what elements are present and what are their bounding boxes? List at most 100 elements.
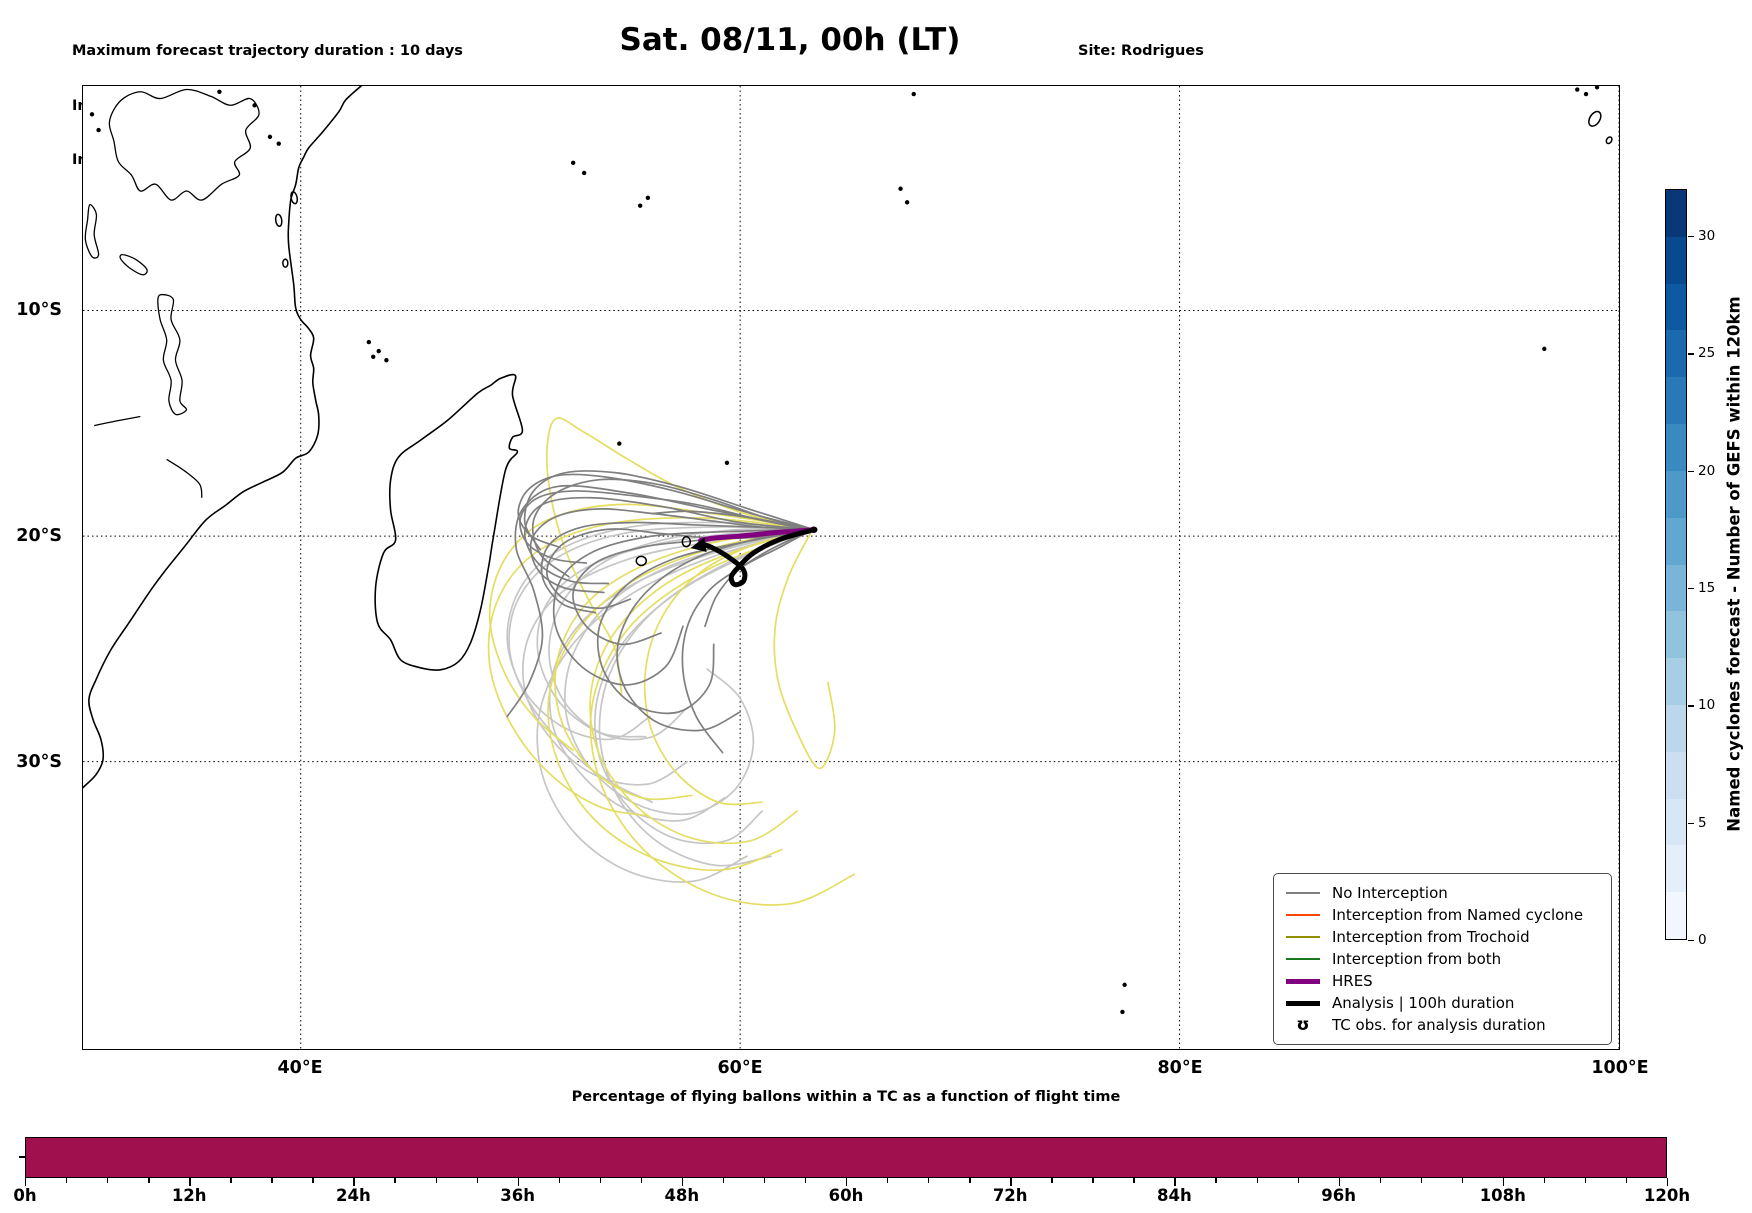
river-line (94, 415, 141, 427)
bottom-x-tick (1297, 1178, 1299, 1183)
trajectory-no-interception-faded (536, 528, 814, 883)
trajectory-no-interception-faded (548, 527, 814, 738)
line-swatch-icon (1286, 978, 1320, 984)
colorbar-segment (1666, 564, 1686, 612)
colorbar-label: Named cyclones forecast - Number of GEFS… (1724, 296, 1744, 832)
colorbar-segment (1666, 517, 1686, 565)
small-island-speck (366, 339, 372, 345)
colorbar-tick-label: 25 (1698, 345, 1716, 362)
hres-track (698, 527, 817, 544)
colorbar-segment (1666, 892, 1686, 939)
island-zanzibar (274, 213, 283, 228)
bottom-x-tick (681, 1178, 684, 1186)
trajectory-no-interception-faded (506, 521, 814, 741)
tc-observation-marker (690, 536, 707, 552)
colorbar-segment (1666, 236, 1686, 284)
colorbar-tick-label: 0 (1698, 932, 1707, 948)
line-swatch-icon (1286, 958, 1320, 960)
legend-line-swatch (1286, 958, 1320, 960)
bottom-x-tick-label: 120h (1643, 1186, 1691, 1205)
colorbar (1665, 189, 1687, 940)
bottom-x-tick (1584, 1178, 1587, 1183)
bottom-x-tick (435, 1178, 437, 1183)
small-island-speck (371, 354, 376, 359)
colorbar-segment (1666, 283, 1686, 331)
bottom-x-tick-label: 108h (1479, 1186, 1526, 1205)
legend-item-label: No Interception (1332, 884, 1448, 902)
colorbar-tick (1688, 587, 1694, 590)
island-pemba (290, 191, 299, 205)
colorbar-segment (1666, 845, 1686, 893)
river-line (166, 458, 203, 498)
legend-row: ʊ TC obs. for analysis duration (1286, 1015, 1599, 1036)
island-reunion (635, 555, 648, 567)
bottom-x-tick (189, 1178, 191, 1186)
bottom-x-tick (887, 1178, 889, 1183)
trajectory-no-interception (523, 470, 814, 551)
trajectory-trochoid-interception (487, 517, 814, 817)
small-island-speck (581, 170, 587, 176)
bottom-x-tick (640, 1178, 643, 1183)
legend-row: Interception from Named cyclone (1286, 905, 1599, 926)
bottom-x-tick-label: 36h (500, 1186, 535, 1205)
small-island-speck (1594, 86, 1600, 90)
bottom-x-tick (107, 1178, 109, 1183)
small-island-speck (89, 112, 95, 117)
madagascar-coastline (374, 373, 524, 671)
trajectory-no-interception (596, 528, 814, 715)
info-site: Site: Rodrigues (1078, 43, 1204, 60)
bottom-x-tick (1379, 1178, 1382, 1183)
africa-coastline (83, 86, 363, 789)
bottom-x-tick (230, 1178, 232, 1183)
small-island-speck (570, 160, 576, 166)
colorbar-segment (1666, 190, 1686, 237)
small-island-speck (276, 141, 281, 146)
trajectory-no-interception-faded (536, 528, 814, 741)
bottom-x-tick (1667, 1178, 1669, 1186)
colorbar-tick-label: 10 (1698, 697, 1716, 714)
bottom-x-tick (1133, 1178, 1135, 1183)
small-island-speck (252, 103, 257, 108)
small-island-speck (911, 91, 916, 97)
x-tick-label: 40°E (277, 1058, 323, 1078)
legend-row: No Interception (1286, 883, 1599, 904)
trajectory-no-interception (616, 528, 814, 732)
trajectory-no-interception (540, 521, 814, 614)
legend-row: Interception from both (1286, 949, 1599, 970)
x-tick-label: 80°E (1157, 1058, 1203, 1078)
legend-item-label: HRES (1332, 972, 1373, 990)
legend-item-label: Analysis | 100h duration (1332, 994, 1515, 1012)
trajectory-no-interception (523, 496, 814, 585)
legend-line-swatch (1286, 1000, 1320, 1006)
map-canvas (83, 86, 1619, 1049)
colorbar-tick-label: 5 (1698, 814, 1707, 831)
trajectory-trochoid-interception (773, 528, 836, 770)
x-tick-label: 60°E (717, 1058, 763, 1078)
small-island-speck (267, 134, 273, 140)
bottom-x-tick (1215, 1178, 1217, 1183)
line-swatch-icon (1286, 914, 1320, 916)
bottom-x-tick-label: 84h (1157, 1186, 1192, 1205)
lake-malawi (157, 293, 188, 416)
bottom-x-tick (804, 1178, 807, 1183)
trajectory-no-interception (704, 528, 814, 628)
legend-line-swatch (1286, 914, 1320, 916)
lake-rukwa (119, 254, 148, 276)
trajectory-trochoid-interception (547, 528, 814, 872)
legend-box: No Interception Interception from Named c… (1273, 873, 1612, 1045)
trajectory-no-interception (651, 510, 814, 531)
small-island-speck (645, 195, 651, 200)
bottom-x-tick (1051, 1178, 1053, 1183)
bottom-x-tick (476, 1178, 478, 1183)
bottom-x-tick (722, 1178, 725, 1183)
colorbar-tick (1688, 822, 1694, 825)
bottom-x-tick-label: 72h (992, 1186, 1028, 1205)
colorbar-tick-label: 20 (1698, 462, 1716, 479)
small-island-speck (217, 89, 222, 94)
colorbar-segment (1666, 611, 1686, 659)
bottom-x-tick (394, 1178, 396, 1183)
small-island-speck (637, 203, 643, 208)
colorbar-segment (1666, 470, 1686, 518)
trajectory-no-interception (506, 484, 814, 718)
small-island-speck (617, 441, 622, 446)
